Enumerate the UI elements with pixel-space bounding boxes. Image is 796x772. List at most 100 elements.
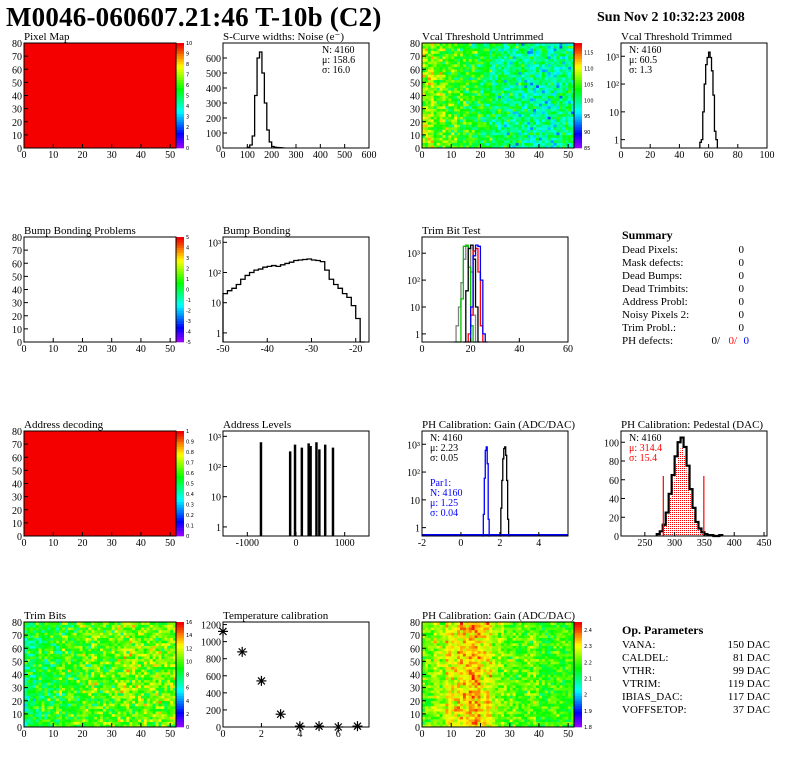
- heatmap-cell: [29, 700, 34, 704]
- heatmap-cell: [454, 85, 458, 88]
- heatmap-cell: [457, 45, 461, 49]
- heatmap-cell: [56, 679, 60, 683]
- heatmap-cell: [132, 650, 136, 654]
- heatmap-cell: [114, 624, 118, 628]
- colorbar-segment: [574, 103, 582, 107]
- plot-frame: [620, 42, 768, 149]
- heatmap-cell: [64, 700, 69, 704]
- heatmap-cell: [143, 713, 148, 717]
- heatmap-cell: [44, 622, 48, 625]
- heatmap-cell: [100, 703, 104, 707]
- heatmap-cell: [462, 50, 467, 54]
- heatmap-cell: [424, 58, 429, 62]
- colorbar-segment: [176, 271, 184, 275]
- heatmap-cell: [167, 669, 171, 673]
- heatmap-cell: [489, 43, 493, 46]
- heatmap-cell: [556, 74, 560, 78]
- heatmap-cell: [518, 61, 522, 65]
- heatmap-cell: [521, 43, 525, 46]
- x-tick-label: 50: [165, 729, 175, 740]
- heatmap-cell: [117, 632, 121, 636]
- heatmap-cell: [422, 674, 426, 678]
- heatmap-cell: [474, 90, 478, 94]
- heatmap-cell: [120, 629, 124, 633]
- stats-line: μ: 158.6: [322, 55, 355, 66]
- heatmap-cell: [123, 622, 127, 625]
- heatmap-cell: [50, 685, 54, 688]
- heatmap-cell: [550, 85, 554, 88]
- heatmap-cell: [149, 677, 153, 681]
- heatmap-cell: [82, 664, 86, 667]
- colorbar-segment: [574, 66, 582, 70]
- heatmap-cell: [536, 53, 540, 57]
- x-tick-label: 0: [22, 538, 27, 549]
- heatmap-cell: [422, 653, 426, 657]
- heatmap-cell: [132, 700, 136, 704]
- heatmap-cell: [143, 656, 148, 660]
- heatmap-cell: [62, 637, 66, 641]
- heatmap-cell: [465, 142, 470, 146]
- colorbar-tick-label: 0.7: [186, 461, 194, 467]
- heatmap-cell: [538, 69, 543, 73]
- heatmap-cell: [424, 687, 429, 691]
- heatmap-cell: [427, 632, 432, 636]
- heatmap-cell: [158, 685, 162, 688]
- heatmap-cell: [480, 43, 484, 46]
- heatmap-cell: [506, 132, 510, 136]
- heatmap-cell: [97, 674, 101, 678]
- heatmap-cell: [544, 66, 548, 70]
- heatmap-cell: [38, 645, 42, 649]
- heatmap-cell: [117, 643, 121, 646]
- heatmap-cell: [422, 682, 426, 686]
- heatmap-cell: [50, 653, 54, 657]
- heatmap-cell: [533, 100, 537, 104]
- heatmap-cell: [132, 666, 136, 670]
- heatmap-cell: [91, 624, 95, 628]
- heatmap-cell: [477, 100, 481, 104]
- heatmap-cell: [35, 648, 39, 652]
- heatmap-cell: [468, 58, 472, 62]
- heatmap-cell: [94, 708, 98, 712]
- heatmap-cell: [474, 111, 478, 115]
- heatmap-cell: [559, 71, 563, 75]
- heatmap-cell: [512, 98, 516, 102]
- heatmap-cell: [530, 45, 534, 49]
- heatmap-cell: [462, 43, 467, 46]
- heatmap-cell: [97, 679, 101, 683]
- heatmap-cell: [91, 645, 95, 649]
- heatmap-cell: [24, 661, 28, 665]
- colorbar-segment: [176, 108, 184, 112]
- heatmap-cell: [111, 650, 115, 654]
- heatmap-cell: [82, 624, 86, 628]
- heatmap-cell: [498, 71, 502, 75]
- heatmap-cell: [454, 92, 458, 96]
- heatmap-cell: [94, 692, 98, 696]
- heatmap-cell: [550, 127, 554, 130]
- heatmap-cell: [85, 721, 89, 725]
- heatmap-cell: [59, 674, 63, 678]
- heatmap-cell: [433, 69, 437, 73]
- heatmap-cell: [533, 79, 537, 83]
- heatmap-cell: [67, 708, 72, 712]
- colorbar-segment: [176, 454, 184, 458]
- heatmap-cell: [53, 698, 57, 702]
- heatmap-cell: [53, 635, 57, 639]
- heatmap-cell: [135, 677, 139, 681]
- heatmap-cell: [132, 622, 136, 625]
- heatmap-cell: [140, 716, 145, 720]
- colorbar-segment: [176, 669, 184, 673]
- heatmap-cell: [477, 79, 481, 83]
- heatmap-cell: [149, 635, 153, 639]
- heatmap-cell: [544, 124, 548, 128]
- heatmap-cells: [422, 43, 575, 149]
- heatmap-cell: [105, 624, 110, 628]
- heatmap-cell: [468, 140, 472, 144]
- heatmap-cell: [474, 66, 478, 70]
- heatmap-cell: [32, 629, 36, 633]
- heatmap-cell: [424, 90, 429, 94]
- heatmap-cell: [138, 653, 142, 657]
- heatmap-cell: [138, 624, 142, 628]
- colorbar-segment: [176, 111, 184, 115]
- heatmap-cell: [105, 666, 110, 670]
- heatmap-cell: [161, 627, 165, 631]
